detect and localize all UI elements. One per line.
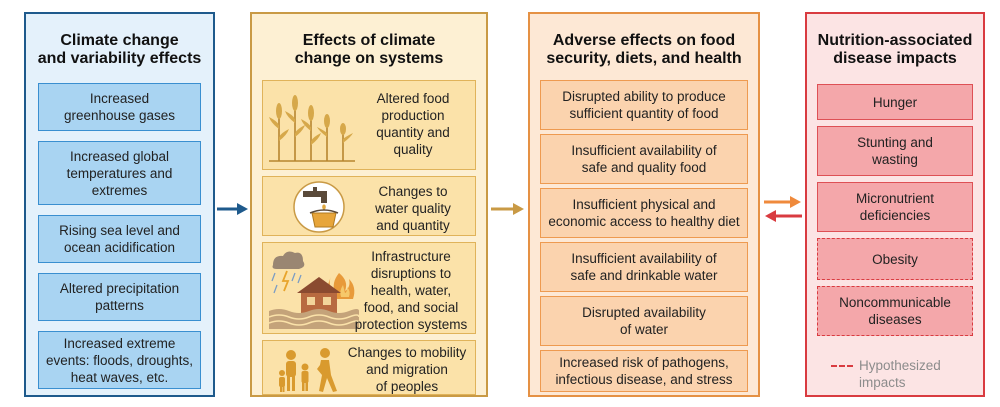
food-item-pathogens: Increased risk of pathogens, infectious …: [540, 350, 748, 392]
climate-item-temperatures: Increased global temperatures and extrem…: [38, 141, 201, 205]
hypothesized-legend: Hypothesized impacts: [831, 357, 941, 391]
food-item-water-availability: Disrupted availability of water: [540, 296, 748, 346]
infrastructure-storm-icon: [269, 251, 359, 329]
climate-item-sea-level: Rising sea level and ocean acidification: [38, 215, 201, 263]
arrow-right-icon: [491, 203, 524, 215]
food-item-access-diet: Insufficient physical and economic acces…: [540, 188, 748, 238]
food-item-production: Disrupted ability to produce sufficient …: [540, 80, 748, 130]
bidirectional-arrow-icon: [764, 196, 802, 222]
disease-item-noncommunicable: Noncommunicable diseases: [817, 286, 973, 336]
food-column-title: Adverse effects on food security, diets,…: [546, 32, 742, 67]
climate-column-title: Climate change and variability effects: [37, 32, 202, 67]
food-security-column: Adverse effects on food security, diets,…: [528, 12, 760, 397]
systems-item-water-quality: Changes to water quality and quantity: [262, 176, 476, 236]
disease-column-title: Nutrition-associated disease impacts: [817, 32, 973, 67]
disease-impacts-column: Nutrition-associated disease impacts Hun…: [805, 12, 985, 397]
systems-item-migration: Changes to mobility and migration of peo…: [262, 340, 476, 395]
food-item-drinkable-water: Insufficient availability of safe and dr…: [540, 242, 748, 292]
disease-item-micronutrient: Micronutrient deficiencies: [817, 182, 973, 232]
migration-people-icon: [279, 348, 337, 392]
climate-item-greenhouse-gases: Increased greenhouse gases: [38, 83, 201, 131]
arrow-right-icon: [217, 203, 248, 215]
food-item-quality-food: Insufficient availability of safe and qu…: [540, 134, 748, 184]
climate-item-precipitation: Altered precipitation patterns: [38, 273, 201, 321]
climate-item-extreme-events: Increased extreme events: floods, drough…: [38, 331, 201, 389]
dashed-line-icon: [831, 365, 853, 368]
disease-item-stunting: Stunting and wasting: [817, 126, 973, 176]
systems-column-title: Effects of climate change on systems: [294, 32, 444, 67]
systems-item-infrastructure: Infrastructure disruptions to health, wa…: [262, 242, 476, 334]
climate-effects-column: Climate change and variability effects I…: [24, 12, 215, 397]
disease-item-obesity: Obesity: [817, 238, 973, 280]
crops-icon: [269, 95, 355, 162]
water-tap-icon: [293, 181, 345, 233]
systems-effects-column: Effects of climate change on systems: [250, 12, 488, 397]
systems-item-food-production: Altered food production quantity and qua…: [262, 80, 476, 170]
disease-item-hunger: Hunger: [817, 84, 973, 120]
